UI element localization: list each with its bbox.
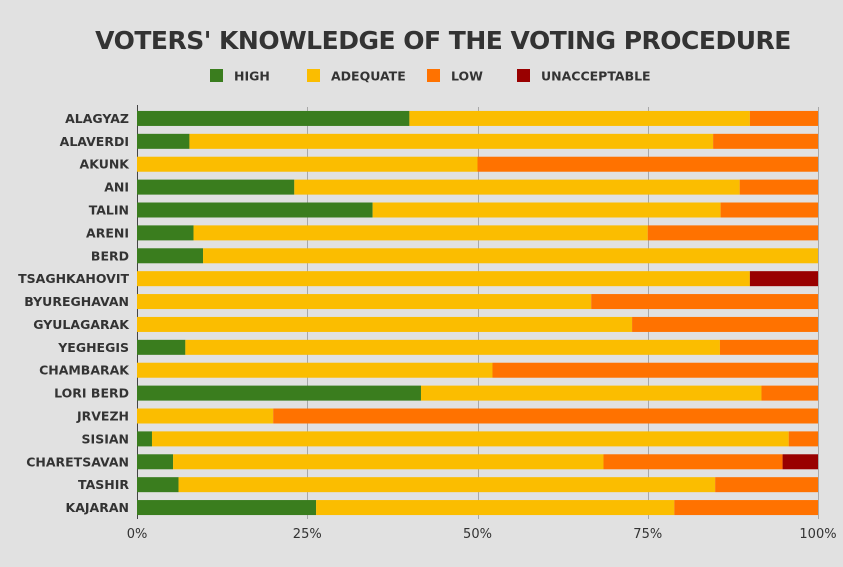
x-tick-25: 25% [293,527,322,542]
bar-charetsavan-high [137,454,174,470]
bar-talin-low [720,202,818,218]
category-label-akunk: AKUNK [80,157,131,172]
x-tick-100: 100% [799,527,836,542]
category-label-chambarak: CHAMBARAK [39,363,130,378]
category-label-areni: ARENI [86,225,129,240]
bar-kajaran-high [137,500,317,516]
bar-yeghegis-adequate [185,339,720,355]
category-label-lori-berd: LORI BERD [54,386,129,401]
bar-gyulagarak-adequate [137,316,633,332]
bar-berd-adequate [203,248,818,264]
category-label-gyulagarak: GYULAGARAK [33,317,130,332]
category-label-ani: ANI [104,180,129,195]
bar-talin-high [137,202,373,218]
category-label-jrvezh: JRVEZH [76,409,129,424]
bar-akunk-adequate [137,156,478,172]
bar-chambarak-adequate [137,362,493,378]
bar-ani-high [137,179,295,195]
category-label-sisian: SISIAN [82,431,129,446]
bars [137,110,818,516]
bar-yeghegis-high [137,339,186,355]
category-label-tsaghkahovit: TSAGHKAHOVIT [18,271,129,286]
bar-ani-low [739,179,818,195]
bar-alagyaz-adequate [409,110,750,126]
bar-alagyaz-high [137,110,410,126]
bar-tsaghkahovit-adequate [137,271,750,287]
legend-swatch-high [210,69,223,82]
bar-byureghavan-adequate [137,294,592,310]
bar-areni-adequate [193,225,648,241]
category-label-alaverdi: ALAVERDI [60,134,129,149]
legend-swatch-adequate [307,69,320,82]
category-label-kajaran: KAJARAN [66,500,129,515]
chart-title: VOTERS' KNOWLEDGE OF THE VOTING PROCEDUR… [95,26,791,55]
legend-label-unacceptable: UNACCEPTABLE [541,69,651,84]
bar-alaverdi-low [713,133,818,149]
bar-charetsavan-adequate [173,454,604,470]
bar-kajaran-adequate [316,500,675,516]
category-label-charetsavan: CHARETSAVAN [26,454,129,469]
legend-swatch-unacceptable [517,69,530,82]
bar-byureghavan-low [591,294,818,310]
legend-label-adequate: ADEQUATE [331,69,406,84]
bar-areni-high [137,225,194,241]
category-label-alagyaz: ALAGYAZ [65,111,129,126]
bar-jrvezh-low [273,408,818,424]
bar-berd-high [137,248,204,264]
bar-jrvezh-adequate [137,408,274,424]
bar-tashir-adequate [178,477,716,493]
bar-sisian-high [137,431,152,447]
legend-swatch-low [427,69,440,82]
bar-lori-berd-high [137,385,421,401]
bar-lori-berd-low [761,385,818,401]
legend-label-low: LOW [451,69,483,84]
bar-charetsavan-unacceptable [782,454,818,470]
bar-gyulagarak-low [632,316,818,332]
bar-tashir-high [137,477,179,493]
x-tick-0: 0% [127,527,148,542]
category-label-talin: TALIN [89,203,129,218]
bar-alagyaz-low [749,110,818,126]
bar-lori-berd-adequate [420,385,762,401]
bar-yeghegis-low [719,339,818,355]
bar-alaverdi-high [137,133,190,149]
category-label-yeghegis: YEGHEGIS [57,340,129,355]
legend: HIGH ADEQUATE LOW UNACCEPTABLE [210,69,651,84]
bar-sisian-low [788,431,818,447]
bar-akunk-low [477,156,818,172]
bar-alaverdi-adequate [189,133,714,149]
bar-ani-adequate [294,179,740,195]
bar-tashir-low [715,477,818,493]
gridlines [137,105,819,519]
bar-areni-low [647,225,818,241]
bar-sisian-adequate [151,431,789,447]
category-label-berd: BERD [91,248,129,263]
bar-tsaghkahovit-unacceptable [749,271,818,287]
category-label-tashir: TASHIR [78,477,129,492]
x-tick-50: 50% [463,527,492,542]
category-label-byureghavan: BYUREGHAVAN [24,294,129,309]
x-tick-75: 75% [633,527,662,542]
x-axis-ticks: 0% 25% 50% 75% 100% [127,527,837,542]
bar-charetsavan-low [603,454,783,470]
bar-kajaran-low [674,500,818,516]
category-labels: ALAGYAZ ALAVERDI AKUNK ANI TALIN ARENI BERD TSA… [18,111,130,515]
bar-chambarak-low [492,362,818,378]
legend-label-high: HIGH [234,69,270,84]
bar-talin-adequate [372,202,721,218]
